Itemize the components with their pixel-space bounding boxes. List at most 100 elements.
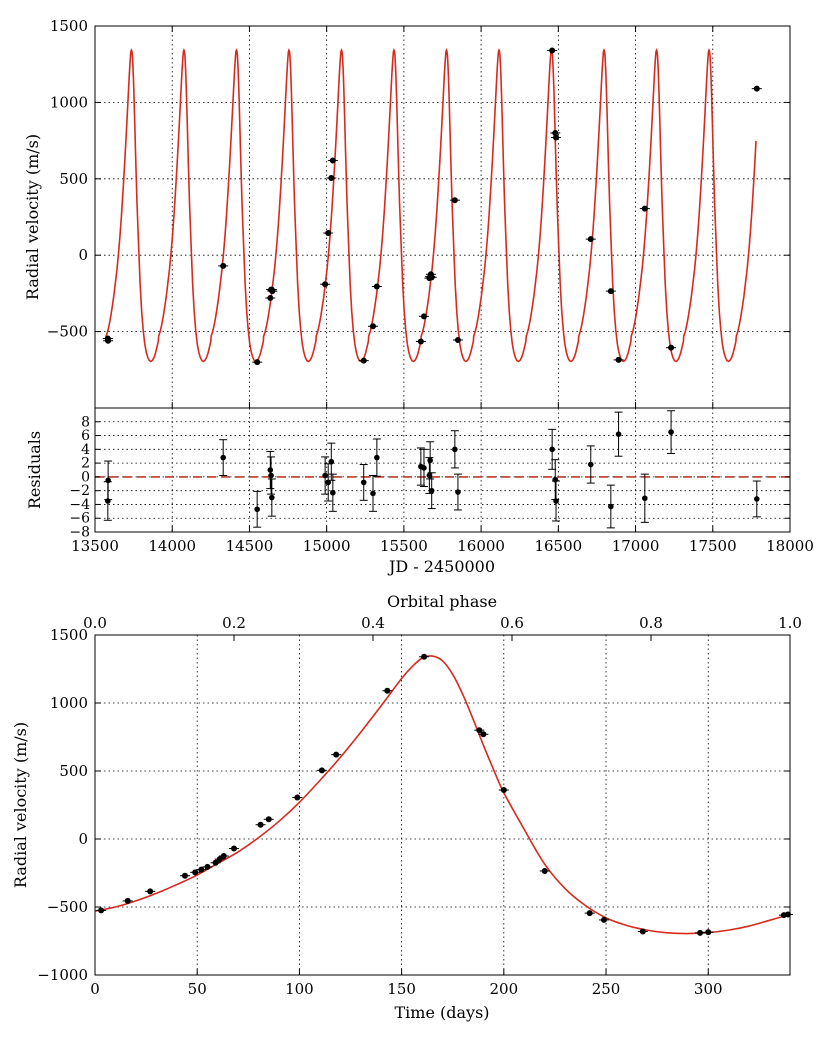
top-ylabel: Radial velocity (m/s) <box>23 134 42 300</box>
residual-point <box>427 457 433 464</box>
residuals-xtick-label: 18000 <box>766 537 814 555</box>
top-data-point <box>615 356 622 363</box>
residual-point <box>328 458 335 465</box>
residuals-ytick-label: 8 <box>81 414 90 430</box>
phase-data-point <box>318 767 325 774</box>
top-data-point <box>267 294 274 301</box>
residual-point <box>753 496 760 502</box>
top-ytick-label: 0 <box>78 246 88 264</box>
top-data-point <box>552 129 559 136</box>
top-data-point <box>549 47 556 54</box>
top-data-point <box>220 262 227 269</box>
residual-point <box>322 472 328 479</box>
residual-point <box>330 489 336 496</box>
residual-point <box>105 477 111 484</box>
residuals-ytick-label: −4 <box>69 497 90 513</box>
phase-data-point <box>216 856 223 863</box>
top-data-point <box>370 323 376 330</box>
top-data-point <box>269 288 276 295</box>
residuals-xlabel: JD - 2450000 <box>387 557 495 576</box>
phase-data-point <box>231 845 237 852</box>
residual-points <box>103 410 761 529</box>
residuals-grid <box>95 408 790 533</box>
phase-ytick-label: 0 <box>78 830 88 848</box>
phase-data-point <box>541 867 548 874</box>
phase-xtick-label: 300 <box>694 980 723 998</box>
residuals-ytick-label: 0 <box>81 469 90 485</box>
phase-data-point <box>600 916 607 923</box>
phase-data-point <box>212 859 219 866</box>
top-ytick-label: −500 <box>47 323 88 341</box>
residual-point <box>552 476 559 483</box>
phase-data-point <box>697 929 704 936</box>
phase-data-points <box>96 653 793 936</box>
phase-data-point <box>384 687 391 694</box>
top-data-point <box>325 230 332 237</box>
phase-xtick-label: 150 <box>387 980 416 998</box>
residual-point <box>455 489 461 495</box>
phase-data-point <box>220 853 227 859</box>
residual-point <box>553 498 559 504</box>
phase-ytick-label: −1000 <box>37 966 88 984</box>
phase-top-tick-label: 0.2 <box>222 614 246 632</box>
residual-point <box>374 454 380 461</box>
phase-xtick-label: 200 <box>490 980 519 998</box>
top-data-point <box>454 337 461 344</box>
top-ytick-label: 1000 <box>50 93 88 111</box>
top-data-point <box>322 281 329 288</box>
residual-point <box>608 503 614 510</box>
phase-data-point <box>198 866 205 873</box>
top-ytick-label: 1500 <box>50 17 88 35</box>
phase-panel: 0 50 100 150 200 250 300 0.0 0.2 0.4 0.6 0.8 1.0 −100… <box>11 592 802 1022</box>
top-data-point <box>373 283 380 290</box>
phase-ytick-label: −500 <box>47 898 88 916</box>
residual-point <box>268 472 274 479</box>
phase-data-point <box>500 787 507 794</box>
residuals-ytick-label: 6 <box>81 428 90 444</box>
phase-xlabel: Time (days) <box>394 1003 489 1022</box>
residuals-xtick-label: 15500 <box>380 537 428 555</box>
residual-point <box>360 479 367 486</box>
residuals-ticks: 13500 14000 14500 15000 15500 16000 16500 17000… <box>69 414 814 555</box>
residual-point <box>549 446 555 453</box>
phase-ticks: 0 50 100 150 200 250 300 0.0 0.2 0.4 0.6 0.8 1.0 −100… <box>37 614 802 998</box>
top-y-ticks: −500 0 500 1000 1500 <box>47 17 790 341</box>
top-data-point <box>553 134 560 141</box>
top-data-point <box>328 175 335 182</box>
residual-point <box>426 472 433 479</box>
top-data-point <box>641 205 648 212</box>
phase-xtick-label: 50 <box>188 980 207 998</box>
phase-model-path <box>94 655 791 935</box>
phase-xtick-label: 100 <box>285 980 314 998</box>
residual-point <box>421 465 427 471</box>
top-data-points <box>102 47 762 366</box>
phase-data-point <box>784 911 791 918</box>
residuals-ytick-label: 4 <box>81 442 90 458</box>
phase-data-point <box>705 929 712 936</box>
residuals-ytick-label: −8 <box>69 525 90 541</box>
residual-point <box>452 446 458 453</box>
top-data-point <box>360 357 367 364</box>
rv-time-panel: −500 0 500 1000 1500 Radial velocity (m/s) <box>23 17 791 409</box>
residual-point <box>587 461 594 468</box>
phase-data-point <box>421 653 428 660</box>
residuals-frame <box>94 407 791 533</box>
phase-data-point <box>98 907 105 914</box>
residuals-ytick-label: −2 <box>69 483 90 499</box>
residual-point <box>370 490 376 497</box>
phase-top-tick-label: 0.0 <box>83 614 107 632</box>
phase-xtick-label: 0 <box>90 980 100 998</box>
top-ytick-label: 500 <box>59 170 88 188</box>
residual-point <box>642 495 648 502</box>
residuals-xtick-label: 17500 <box>689 537 737 555</box>
residual-point <box>269 494 275 501</box>
residual-point <box>220 454 226 461</box>
phase-top-label: Orbital phase <box>387 592 497 611</box>
phase-data-point <box>204 863 211 870</box>
phase-data-point <box>476 727 483 734</box>
residuals-xtick-label: 17000 <box>612 537 660 555</box>
residual-point <box>254 506 260 513</box>
phase-data-point <box>257 821 264 828</box>
phase-data-point <box>192 869 199 876</box>
